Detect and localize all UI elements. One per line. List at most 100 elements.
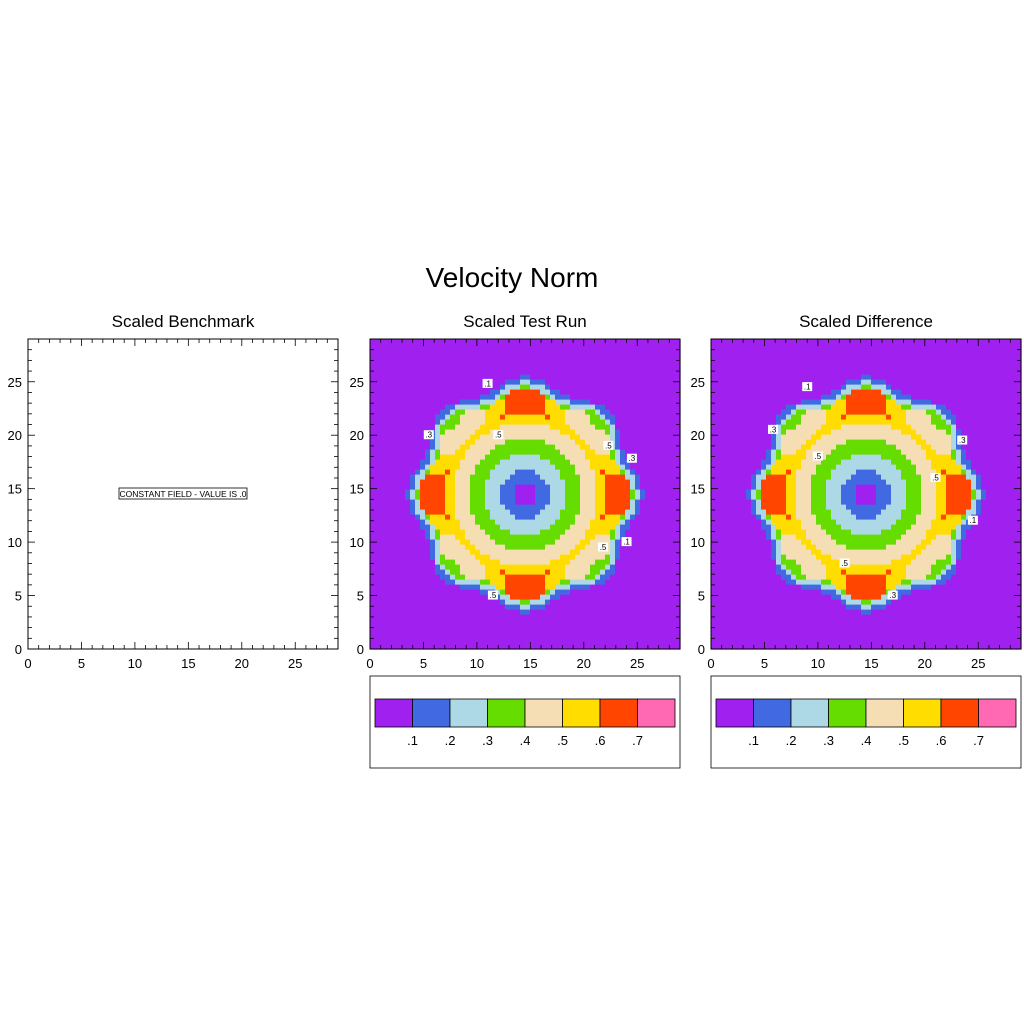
heatmap-cell [370,374,376,380]
heatmap-cell [716,559,722,565]
heatmap-cell [620,584,626,590]
heatmap-cell [545,609,551,615]
heatmap-cell [660,454,666,460]
heatmap-cell [605,549,611,555]
heatmap-cell [460,604,466,610]
heatmap-cell [465,589,471,595]
heatmap-cell [751,404,757,410]
heatmap-cell [450,579,456,585]
heatmap-cell [771,624,777,630]
heatmap-cell [660,384,666,390]
heatmap-cell [585,614,591,620]
heatmap-cell [455,379,461,385]
heatmap-cell [711,369,717,375]
heatmap-cell [761,374,767,380]
heatmap-cell [560,379,566,385]
heatmap-cell [650,579,656,585]
heatmap-cell [495,509,501,515]
heatmap-cell [470,544,476,550]
heatmap-cell [645,429,651,435]
heatmap-cell [771,614,777,620]
heatmap-cell [721,544,727,550]
heatmap-cell [530,599,536,605]
heatmap-cell [620,564,626,570]
heatmap-cell [475,339,481,345]
heatmap-cell [721,429,727,435]
heatmap-cell [670,619,676,625]
heatmap-cell [570,564,576,570]
heatmap-cell [711,359,717,365]
heatmap-cell [525,374,531,380]
heatmap-cell [425,399,431,405]
heatmap-cell [600,549,606,555]
heatmap-cell [555,609,561,615]
heatmap-cell [565,424,571,430]
heatmap-cell [665,579,671,585]
heatmap-cell [415,639,421,645]
heatmap-cell [766,534,772,540]
heatmap-cell [490,359,496,365]
heatmap-cell [600,464,606,470]
heatmap-cell [741,479,747,485]
heatmap-cell [475,594,481,600]
heatmap-cell [655,499,661,505]
heatmap-cell [756,614,762,620]
heatmap-cell [746,344,752,350]
heatmap-cell [500,619,506,625]
heatmap-cell [390,584,396,590]
heatmap-cell [605,639,611,645]
heatmap-cell [405,499,411,505]
heatmap-cell [650,549,656,555]
heatmap-cell [595,359,601,365]
heatmap-cell [535,609,541,615]
heatmap-cell [640,364,646,370]
heatmap-cell [640,484,646,490]
heatmap-cell [425,489,431,495]
heatmap-cell [480,344,486,350]
heatmap-cell [430,439,436,445]
heatmap-cell [741,439,747,445]
heatmap-cell [425,464,431,470]
heatmap-cell [435,409,441,415]
heatmap-cell [675,339,681,345]
heatmap-cell [660,464,666,470]
heatmap-cell [505,464,511,470]
heatmap-cell [741,499,747,505]
heatmap-cell [510,389,516,395]
heatmap-cell [400,539,406,545]
heatmap-cell [545,339,551,345]
heatmap-cell [550,374,556,380]
heatmap-cell [415,634,421,640]
heatmap-cell [726,509,732,515]
heatmap-cell [515,389,521,395]
heatmap-cell [420,554,426,560]
heatmap-cell [410,409,416,415]
heatmap-cell [525,644,531,650]
heatmap-cell [555,619,561,625]
heatmap-cell [731,344,737,350]
heatmap-cell [445,579,451,585]
heatmap-cell [545,459,551,465]
heatmap-cell [430,494,436,500]
heatmap-cell [530,604,536,610]
heatmap-cell [465,644,471,650]
heatmap-cell [670,349,676,355]
heatmap-cell [635,559,641,565]
heatmap-cell [605,614,611,620]
heatmap-cell [550,469,556,475]
heatmap-cell [560,479,566,485]
heatmap-cell [590,484,596,490]
heatmap-cell [505,339,511,345]
heatmap-cell [385,634,391,640]
heatmap-cell [520,474,526,480]
heatmap-cell [430,444,436,450]
heatmap-cell [480,549,486,555]
heatmap-cell [535,619,541,625]
heatmap-cell [610,389,616,395]
heatmap-cell [675,499,681,505]
heatmap-cell [495,639,501,645]
heatmap-cell [495,494,501,500]
heatmap-cell [605,519,611,525]
heatmap-cell [380,539,386,545]
heatmap-cell [645,399,651,405]
